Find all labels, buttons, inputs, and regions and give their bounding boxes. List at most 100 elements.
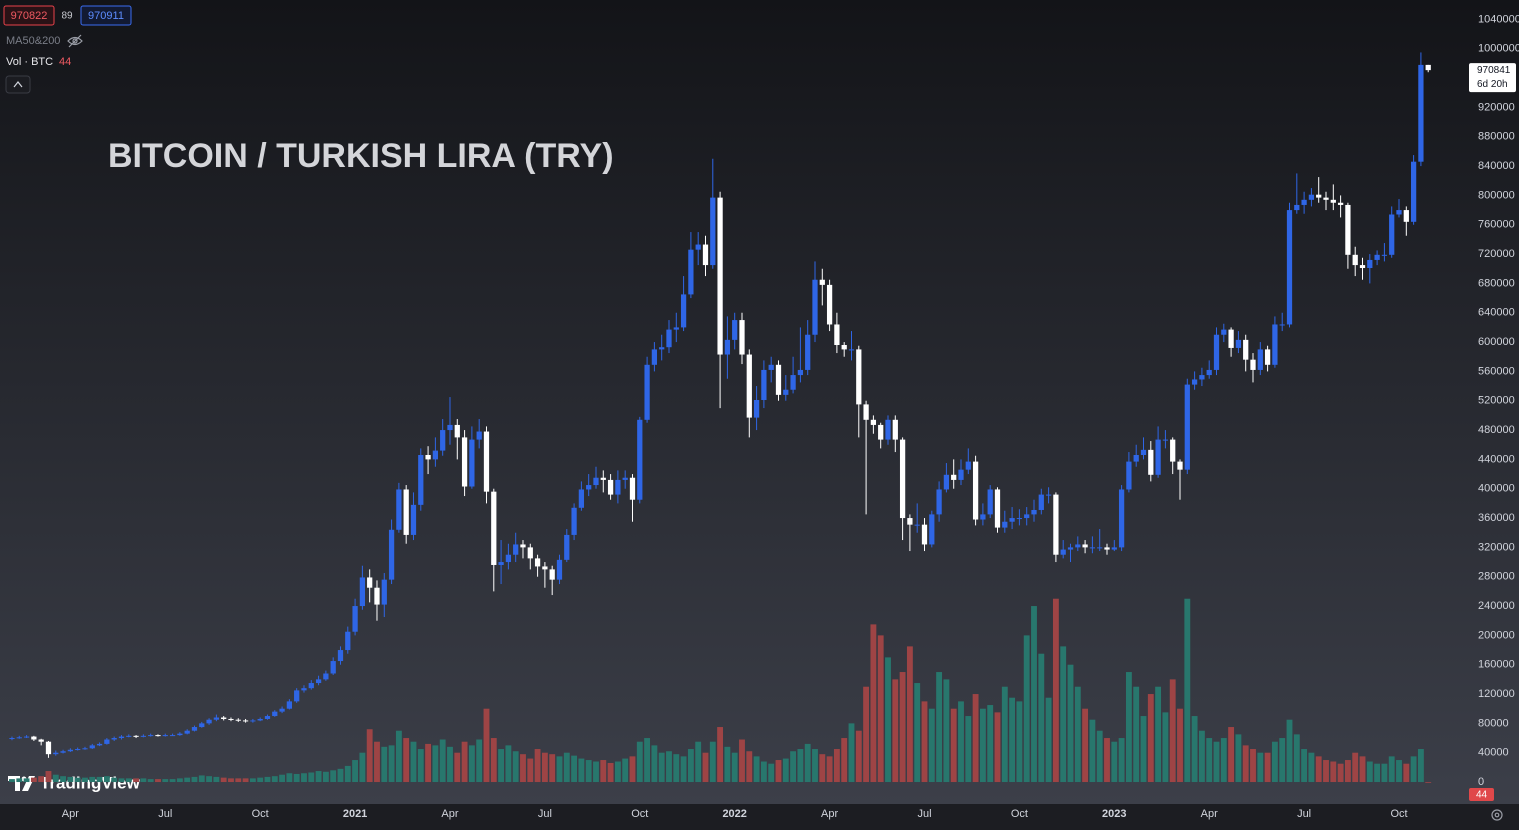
buy-box[interactable] (80, 5, 132, 26)
candle-body (1425, 64, 1431, 71)
candle-body (162, 735, 168, 737)
candle-body (148, 735, 154, 737)
candle-body (943, 474, 950, 490)
candle-body (1301, 199, 1307, 205)
candle-body (264, 716, 271, 719)
volume-bar (739, 739, 745, 783)
volume-legend[interactable]: Vol · BTC (6, 56, 53, 68)
volume-bar (1184, 598, 1191, 783)
volume-bar (125, 778, 132, 783)
volume-bar (1271, 741, 1278, 783)
volume-bar (782, 758, 789, 783)
volume-bar (308, 772, 315, 783)
candle-body (272, 711, 278, 717)
volume-bar (1323, 760, 1329, 783)
volume-bar (1023, 635, 1030, 783)
volume-bar (702, 752, 709, 783)
candle-body (1286, 210, 1293, 325)
volume-bar (352, 760, 359, 783)
candle-body (104, 739, 110, 744)
candle-body (16, 737, 22, 739)
volume-bar (359, 752, 366, 783)
y-tick-label: 40000 (1478, 747, 1509, 759)
volume-bar (1286, 719, 1293, 783)
volume-bar (870, 624, 877, 783)
x-tick-label: Oct (252, 808, 269, 820)
volume-bar (812, 749, 818, 783)
volume-bar (1301, 749, 1308, 783)
volume-bar (1417, 749, 1424, 783)
ma-legend[interactable]: MA50&200 (6, 35, 60, 47)
candle-body (542, 566, 548, 570)
x-tick-label: Jul (538, 808, 552, 820)
candle-body (53, 752, 59, 755)
candle-body (228, 718, 234, 720)
candle-body (629, 477, 636, 500)
settings-icon[interactable] (1491, 809, 1503, 821)
candle-body (38, 739, 44, 742)
volume-bar (1045, 697, 1052, 783)
volume-bar (855, 730, 862, 783)
candle-body (746, 354, 752, 418)
candle-body (1403, 210, 1409, 222)
candle-body (972, 461, 979, 520)
volume-bar (877, 635, 884, 783)
x-tick-label: Apr (441, 808, 458, 820)
candle-body (1235, 339, 1242, 348)
candle-body (1118, 489, 1125, 548)
candle-body (600, 477, 606, 480)
volume-bar (1016, 701, 1023, 783)
y-tick-label: 320000 (1478, 541, 1515, 553)
candle-body (483, 431, 490, 492)
volume-bar (1074, 686, 1081, 783)
candle-body (1097, 547, 1103, 549)
collapse-button[interactable] (5, 75, 31, 94)
candle-body (184, 730, 190, 734)
volume-bar (644, 738, 651, 783)
candle-body (1308, 194, 1315, 200)
volume-bar (1264, 752, 1271, 783)
candle-body (1162, 439, 1169, 441)
collapse-icon[interactable] (13, 81, 23, 88)
volume-bar (191, 776, 198, 783)
y-tick-label: 0 (1478, 776, 1484, 788)
candle-body (1031, 509, 1037, 515)
volume-bar (790, 751, 797, 783)
y-tick-label: 400000 (1478, 483, 1515, 495)
candle-body (556, 559, 563, 580)
candle-body (819, 279, 825, 285)
volume-bar (731, 752, 738, 783)
volume-bar (169, 779, 176, 783)
volume-bar (541, 752, 548, 783)
candle-body (294, 690, 300, 702)
buy-price[interactable]: 970911 (88, 10, 124, 22)
volume-bar (534, 749, 541, 783)
candle-body (1191, 379, 1198, 385)
candle-body (169, 735, 176, 737)
volume-bar (454, 752, 461, 783)
volume-bar (315, 771, 322, 783)
hide-icon[interactable] (67, 34, 83, 48)
volume-bar (220, 777, 227, 783)
candle-body (279, 708, 285, 712)
candle-body (666, 329, 672, 348)
sell-price[interactable]: 970822 (11, 10, 48, 22)
volume-bar (1344, 760, 1351, 783)
candle-body (1294, 204, 1300, 211)
candle-body (797, 369, 804, 376)
volume-bar (549, 754, 556, 783)
volume-bar (52, 774, 59, 783)
y-tick-label: 360000 (1478, 512, 1515, 524)
volume-bar (833, 749, 840, 783)
y-tick-label: 280000 (1478, 571, 1515, 583)
volume-bar (1337, 763, 1344, 783)
volume-bar (585, 760, 592, 783)
volume-bar (242, 778, 249, 783)
candle-body (1082, 544, 1088, 548)
candle-body (374, 587, 380, 605)
sell-box[interactable] (3, 5, 55, 26)
candle-body (826, 284, 833, 325)
candle-body (75, 749, 81, 751)
candle-body (330, 661, 336, 674)
volume-bar (906, 646, 913, 783)
